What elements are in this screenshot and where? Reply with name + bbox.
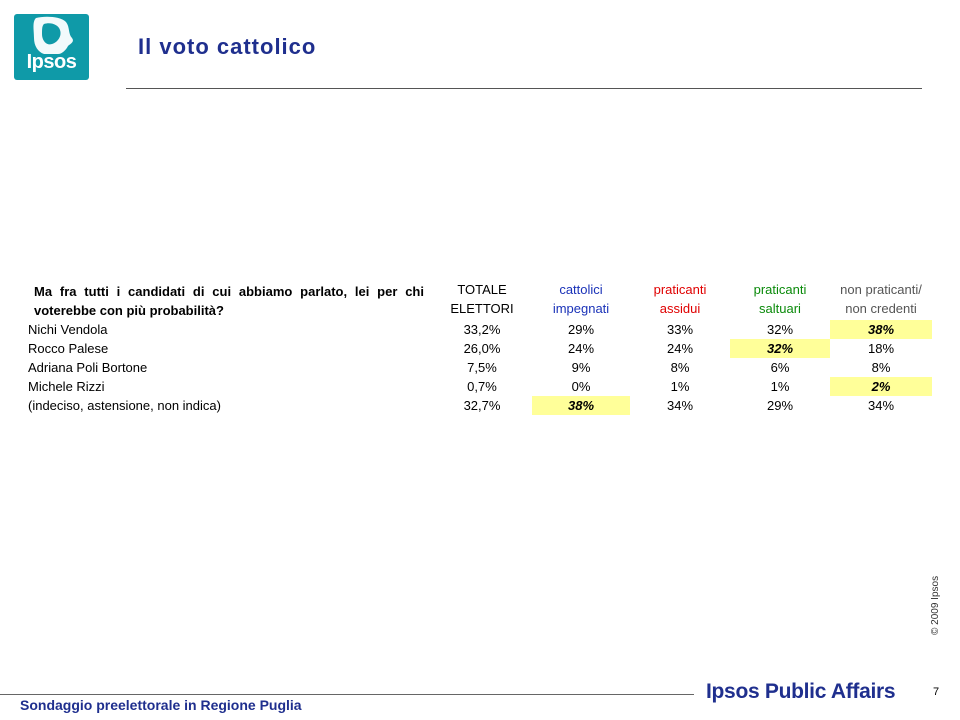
page-number: 7: [933, 686, 940, 698]
column-header-praticanti-assidui: praticanti assidui: [630, 280, 730, 320]
logo-text: Ipsos: [26, 51, 77, 73]
cell-value: 34%: [666, 398, 694, 413]
title-divider: [126, 88, 922, 89]
copyright-notice: © 2009 Ipsos: [930, 575, 941, 635]
column-header-line: impegnati: [552, 301, 610, 316]
table-row: Michele Rizzi 0,7% 0% 1% 1% 2%: [28, 377, 932, 396]
table-row: Adriana Poli Bortone 7,5% 9% 8% 6% 8%: [28, 358, 932, 377]
ipsos-logo: Ipsos: [14, 14, 89, 80]
table-row: Nichi Vendola 33,2% 29% 33% 32% 38%: [28, 320, 932, 339]
column-header-praticanti-saltuari: praticanti saltuari: [730, 280, 830, 320]
cell-value: 33%: [666, 322, 694, 337]
cell-value: 1%: [770, 379, 790, 394]
row-label: Adriana Poli Bortone: [28, 360, 148, 375]
cell-value: 34%: [867, 398, 895, 413]
column-header-cattolici-impegnati: cattolici impegnati: [532, 280, 630, 320]
survey-name: Sondaggio preelettorale in Regione Pugli…: [20, 697, 302, 713]
cell-value: 0,7%: [467, 379, 497, 394]
cell-value: 18%: [867, 341, 895, 356]
column-header-line: praticanti: [653, 282, 707, 297]
cell-value: 26,0%: [463, 341, 501, 356]
column-header-line: ELETTORI: [450, 301, 514, 316]
table-row: (indeciso, astensione, non indica) 32,7%…: [28, 396, 932, 415]
cell-value-highlighted: 38%: [830, 320, 932, 339]
cell-value: 1%: [670, 379, 690, 394]
cell-value: 29%: [766, 398, 794, 413]
cell-value: 24%: [567, 341, 595, 356]
cell-value: 32%: [766, 322, 794, 337]
cell-value: 7,5%: [467, 360, 497, 375]
page-title: Il voto cattolico: [138, 34, 317, 59]
column-header-line: TOTALE: [457, 282, 507, 297]
question-line-1: Ma fra tutti i candidati di cui abbiamo …: [34, 284, 424, 299]
cell-value-highlighted: 32%: [730, 339, 830, 358]
cell-value: 0%: [571, 379, 591, 394]
question-cell: Ma fra tutti i candidati di cui abbiamo …: [28, 280, 432, 320]
footer-divider: [0, 694, 694, 695]
results-table: Ma fra tutti i candidati di cui abbiamo …: [28, 280, 932, 415]
row-label: Michele Rizzi: [28, 379, 105, 394]
row-label: Nichi Vendola: [28, 322, 108, 337]
column-header-line: non credenti: [845, 301, 917, 316]
cell-value: 33,2%: [463, 322, 501, 337]
cell-value: 9%: [571, 360, 591, 375]
column-header-line: cattolici: [559, 282, 603, 297]
brand-wordmark: Ipsos Public Affairs: [706, 680, 896, 703]
question-line-2: voterebbe con più probabilità?: [34, 303, 224, 318]
cell-value: 32,7%: [463, 398, 501, 413]
column-header-line: non praticanti/: [840, 282, 922, 297]
cell-value: 6%: [770, 360, 790, 375]
column-header-non-praticanti: non praticanti/ non credenti: [830, 280, 932, 320]
table-row: Rocco Palese 26,0% 24% 24% 32% 18%: [28, 339, 932, 358]
row-label: Rocco Palese: [28, 341, 109, 356]
cell-value: 8%: [670, 360, 690, 375]
cell-value: 29%: [567, 322, 595, 337]
cell-value-highlighted: 2%: [830, 377, 932, 396]
column-header-line: saltuari: [759, 301, 801, 316]
cell-value-highlighted: 38%: [532, 396, 630, 415]
column-header-totale: TOTALE ELETTORI: [432, 280, 532, 320]
ipsos-logo-emblem: [33, 16, 73, 54]
column-header-line: praticanti: [753, 282, 807, 297]
cell-value: 24%: [666, 341, 694, 356]
cell-value: 8%: [871, 360, 891, 375]
row-label: (indeciso, astensione, non indica): [28, 398, 221, 413]
column-header-line: assidui: [659, 301, 701, 316]
